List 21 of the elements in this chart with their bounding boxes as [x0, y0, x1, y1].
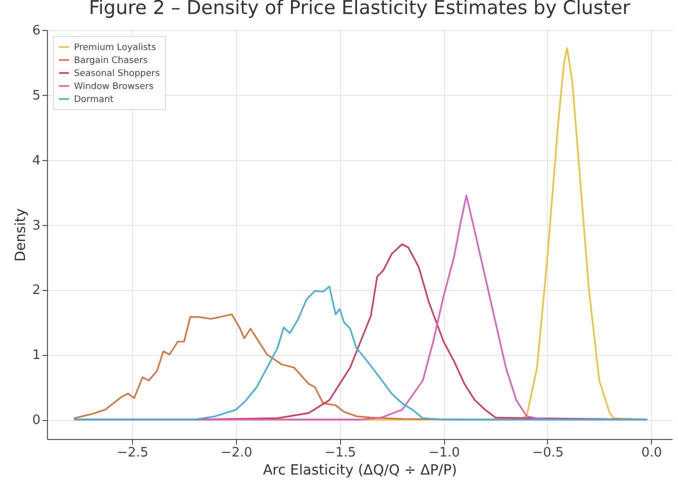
x-tick-label: 0.0 — [641, 446, 662, 460]
y-tick-label: 1 — [32, 348, 40, 364]
y-tick-label: 4 — [32, 153, 40, 168]
legend-label: Dormant — [74, 95, 114, 105]
x-tick-label: −0.5 — [532, 446, 564, 460]
legend-label: Premium Loyalists — [74, 43, 156, 53]
x-tick-label: −1.0 — [428, 446, 460, 460]
x-tick-label: −2.0 — [220, 446, 252, 460]
legend-label: Window Browsers — [74, 82, 154, 92]
x-tick-label: −2.5 — [116, 446, 148, 460]
line-series — [73, 286, 648, 420]
y-tick-label: 6 — [32, 24, 40, 38]
y-tick-label: 5 — [32, 88, 40, 104]
y-tick-label: 3 — [32, 218, 40, 234]
legend-label: Seasonal Shoppers — [74, 69, 160, 79]
y-tick-label: 2 — [32, 283, 40, 298]
legend-label: Bargain Chasers — [74, 56, 148, 66]
y-tick-label: 0 — [32, 413, 40, 428]
y-axis-title: Density — [13, 208, 30, 262]
x-tick-label: −1.5 — [324, 446, 356, 460]
x-axis-title: Arc Elasticity (ΔQ/Q ÷ ΔP/P) — [262, 462, 458, 478]
